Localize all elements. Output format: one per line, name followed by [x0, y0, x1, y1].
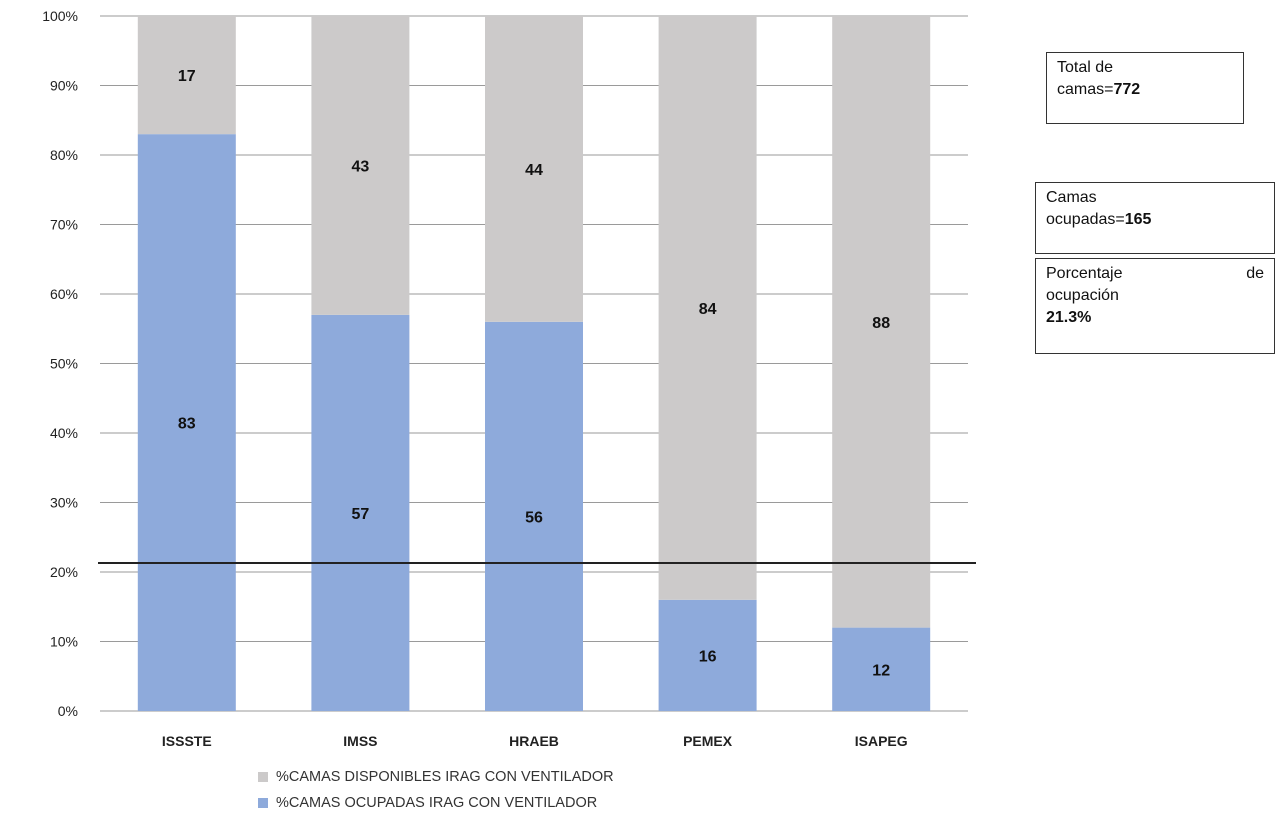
y-tick-label: 50%	[50, 356, 78, 372]
y-tick-label: 60%	[50, 286, 78, 302]
data-label: 83	[178, 416, 196, 433]
data-label: 43	[352, 158, 370, 175]
data-label: 84	[699, 301, 717, 318]
occupancy-word2: de	[1246, 265, 1264, 282]
y-tick-label: 20%	[50, 564, 78, 580]
y-tick-label: 80%	[50, 147, 78, 163]
bar-segment	[658, 16, 757, 600]
labels-layer: 0% 10% 20% 30% 40% 50% 60% 70% 80% 90% 100% 83 57 56 1…	[42, 8, 908, 749]
occupancy-percent-box: Porcentaje de ocupación 21.3%	[1035, 258, 1275, 354]
bar-segment	[485, 16, 583, 322]
data-label: 44	[525, 162, 543, 179]
bar-segment	[832, 16, 931, 628]
bars-layer	[137, 16, 931, 711]
legend-swatch-available	[258, 772, 268, 783]
total-beds-line1: Total de	[1057, 59, 1114, 76]
legend-item-available: %CAMAS DISPONIBLES IRAG CON VENTILADOR	[258, 769, 614, 785]
bar-segment	[832, 627, 931, 711]
x-tick-label: IMSS	[343, 733, 377, 749]
occupied-beds-prefix: ocupadas=	[1046, 211, 1125, 228]
legend-label-available: %CAMAS DISPONIBLES IRAG CON VENTILADOR	[276, 769, 614, 786]
y-tick-label: 90%	[50, 78, 78, 94]
total-beds-value: 772	[1113, 81, 1141, 98]
legend-label-occupied: %CAMAS OCUPADAS IRAG CON VENTILADOR	[276, 795, 598, 812]
occupancy-value: 21.3%	[1046, 309, 1092, 326]
bar-segment	[137, 16, 236, 135]
bar-segment	[311, 16, 410, 315]
total-beds-box: Total de camas=772	[1046, 52, 1244, 124]
data-label: 16	[699, 648, 717, 665]
occupancy-line1: Porcentaje de	[1046, 263, 1264, 285]
y-tick-label: 70%	[50, 217, 78, 233]
x-tick-label: ISAPEG	[855, 733, 908, 749]
y-tick-label: 10%	[50, 634, 78, 650]
occupied-beds-line2: ocupadas=165	[1046, 209, 1264, 231]
occupied-beds-box: Camas ocupadas=165	[1035, 182, 1275, 254]
bar-segment	[311, 314, 410, 711]
data-label: 56	[525, 509, 543, 526]
y-tick-label: 40%	[50, 425, 78, 441]
bar-segment	[485, 321, 583, 711]
bar-segment	[137, 134, 236, 711]
legend-item-occupied: %CAMAS OCUPADAS IRAG CON VENTILADOR	[258, 795, 597, 811]
data-label: 88	[872, 315, 890, 332]
y-tick-label: 30%	[50, 495, 78, 511]
occupied-beds-value: 165	[1124, 211, 1152, 228]
legend-swatch-occupied	[258, 798, 268, 809]
total-beds-prefix: camas=	[1057, 81, 1114, 98]
data-label: 57	[352, 506, 370, 523]
data-label: 12	[872, 662, 890, 679]
bar-segment	[658, 599, 757, 711]
x-tick-label: HRAEB	[509, 733, 559, 749]
x-tick-label: ISSSTE	[162, 733, 212, 749]
data-label: 17	[178, 68, 196, 85]
y-tick-label: 0%	[58, 703, 78, 719]
x-tick-label: PEMEX	[683, 733, 733, 749]
occupancy-value-line: 21.3%	[1046, 307, 1264, 329]
y-tick-label: 100%	[42, 8, 78, 24]
occupied-beds-line1: Camas	[1046, 189, 1097, 206]
occupancy-line2: ocupación	[1046, 287, 1119, 304]
total-beds-line2: camas=772	[1057, 79, 1233, 101]
occupancy-word1: Porcentaje	[1046, 265, 1123, 282]
